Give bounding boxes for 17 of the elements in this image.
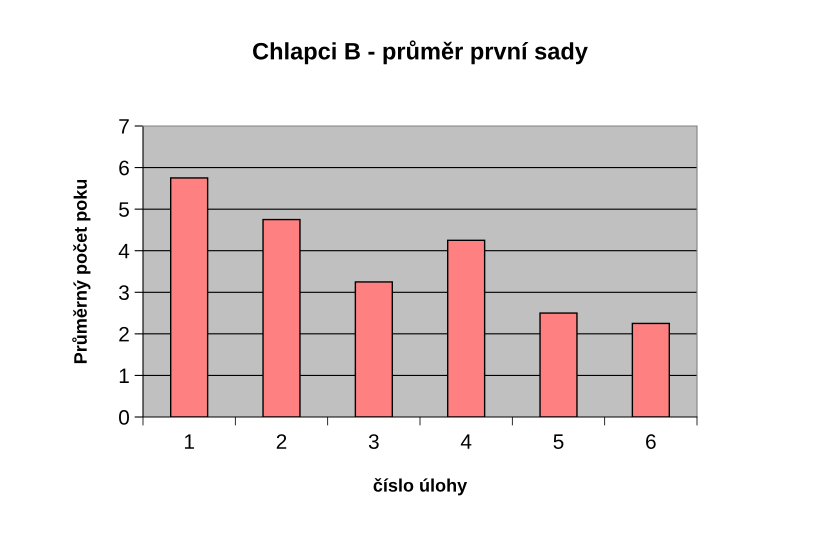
x-tick-label: 1: [184, 434, 194, 449]
x-tick-label: 4: [460, 434, 472, 449]
x-tick-label: 6: [646, 434, 656, 449]
y-tick-label: 0: [119, 410, 129, 425]
y-tick-label: 3: [119, 285, 129, 300]
y-tick-label: 6: [119, 160, 129, 176]
x-tick-label: 2: [276, 434, 286, 449]
y-tick-label: 4: [118, 244, 130, 258]
x-axis-title: číslo úlohy: [374, 478, 468, 496]
y-tick-label: 1: [120, 368, 129, 383]
y-tick-label: 2: [119, 326, 129, 342]
y-tick-label: 7: [119, 119, 129, 134]
y-tick-label: 5: [119, 202, 129, 217]
x-tick-label: 5: [554, 434, 564, 449]
x-tick-label: 3: [368, 434, 379, 449]
chart-title: Chlapci B - průměr první sady: [253, 40, 588, 64]
y-axis-title: Průměrný počet poku: [72, 180, 90, 364]
